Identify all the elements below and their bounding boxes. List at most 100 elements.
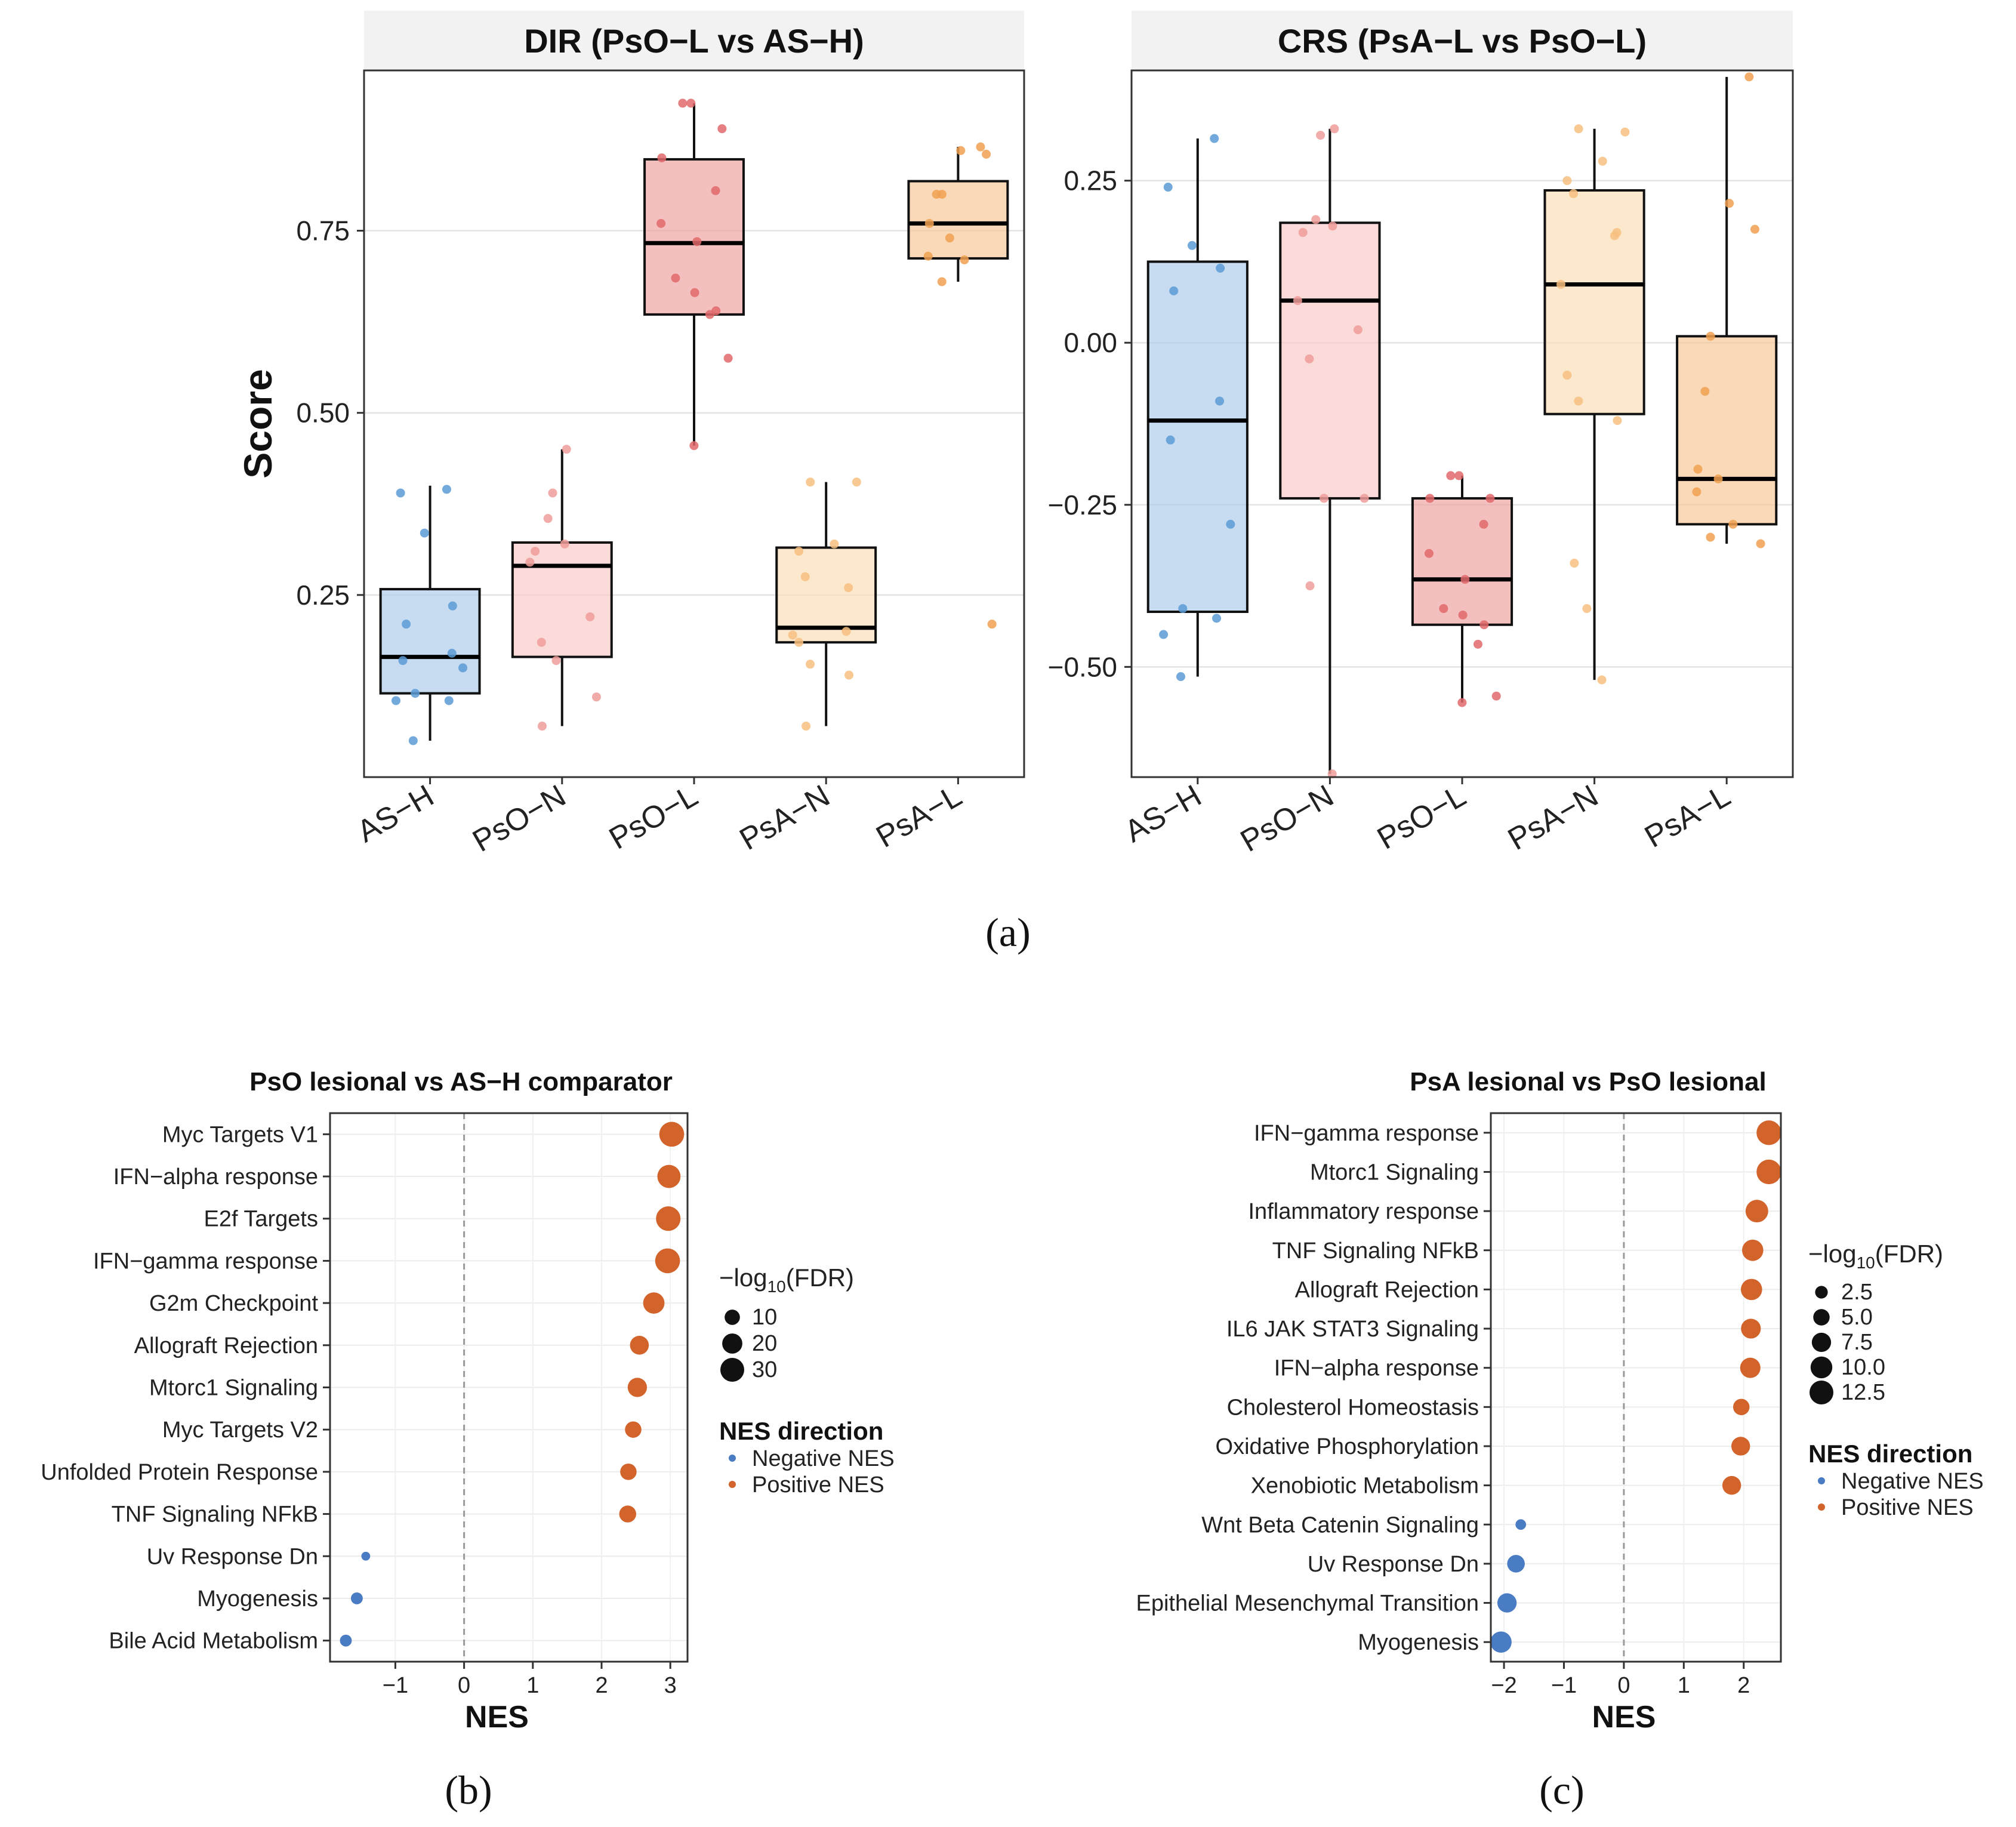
x-tick-label: 2 (1737, 1673, 1750, 1698)
data-point (1570, 559, 1579, 568)
data-point (1460, 575, 1470, 584)
x-tick-label: PsA−N (734, 778, 836, 857)
data-point (705, 310, 714, 319)
y-tick-label: Epithelial Mesenchymal Transition (1136, 1591, 1479, 1616)
data-point (1706, 532, 1715, 542)
x-tick-label: PsA−N (1502, 778, 1604, 857)
size-legend-label: 2.5 (1841, 1280, 1873, 1305)
data-point (1305, 354, 1314, 363)
data-point (361, 1551, 371, 1561)
x-tick-label: 3 (664, 1673, 677, 1698)
data-point (671, 273, 680, 283)
data-point (1178, 604, 1188, 614)
y-tick-label: Mtorc1 Signaling (1310, 1160, 1479, 1185)
y-tick-label: 0.25 (296, 580, 350, 611)
y-tick-label: 0.75 (296, 215, 350, 247)
panel-label-b: (b) (445, 1767, 492, 1813)
data-point (620, 1464, 637, 1480)
data-point (551, 656, 561, 666)
size-legend-label: 7.5 (1841, 1330, 1873, 1355)
y-tick-label: Allograft Rejection (134, 1333, 318, 1358)
data-point (976, 142, 985, 152)
color-legend-label: Positive NES (1841, 1495, 1974, 1520)
data-point (802, 722, 811, 731)
data-point (1159, 630, 1169, 639)
data-point (1176, 672, 1186, 682)
data-point (723, 353, 733, 363)
data-point (1485, 494, 1495, 503)
data-point (1187, 241, 1197, 250)
data-point (1700, 387, 1710, 396)
data-point (1490, 1631, 1512, 1653)
data-point (657, 153, 667, 162)
size-legend-key (1811, 1332, 1832, 1352)
data-point (937, 277, 947, 286)
y-tick-label: Myc Targets V1 (162, 1122, 318, 1147)
x-tick-label: AS−H (352, 778, 440, 849)
data-point (562, 445, 571, 454)
x-tick-label: −1 (1551, 1673, 1577, 1698)
box-0 (1146, 260, 1249, 614)
data-point (1725, 199, 1734, 208)
y-tick-label: IFN−alpha response (113, 1164, 318, 1190)
data-point (1756, 539, 1765, 549)
color-legend-key (1818, 1503, 1825, 1511)
size-legend-label: 12.5 (1841, 1380, 1885, 1405)
size-legend-key (720, 1358, 744, 1382)
data-point (1163, 183, 1173, 192)
data-point (543, 514, 553, 523)
data-point (1215, 396, 1225, 406)
size-legend-label: 30 (752, 1357, 777, 1382)
data-point (711, 186, 720, 195)
data-point (391, 696, 400, 705)
panel-label-a: (a) (985, 910, 1030, 955)
data-point (1298, 228, 1308, 238)
data-point (987, 620, 997, 629)
panel-title: DIR (PsO−L vs AS−H) (524, 22, 864, 60)
box-4 (907, 180, 1009, 260)
data-point (659, 1122, 685, 1147)
x-axis-label: NES (1592, 1700, 1656, 1734)
y-tick-label: E2f Targets (204, 1207, 318, 1232)
data-point (655, 1248, 680, 1274)
y-tick-label: Xenobiotic Metabolism (1251, 1474, 1479, 1499)
data-point (692, 237, 702, 247)
data-point (982, 149, 991, 159)
data-point (794, 637, 804, 647)
strip-background (1132, 11, 1793, 70)
data-point (1169, 286, 1179, 295)
data-point (1507, 1555, 1525, 1573)
x-tick-label: PsO−L (603, 778, 704, 856)
data-point (923, 251, 933, 261)
x-tick-label: 1 (526, 1673, 539, 1698)
data-point (408, 736, 418, 745)
size-legend-key (1815, 1286, 1828, 1299)
size-legend-label: 5.0 (1841, 1305, 1873, 1330)
data-point (1562, 176, 1572, 186)
y-tick-label: 0.25 (1064, 165, 1117, 196)
y-tick-label: IL6 JAK STAT3 Signaling (1226, 1317, 1479, 1342)
data-point (619, 1505, 636, 1523)
plot-border (1490, 1112, 1782, 1663)
x-tick-label: 2 (595, 1673, 608, 1698)
data-point (411, 689, 420, 698)
data-point (1750, 224, 1759, 234)
data-point (924, 218, 934, 228)
color-legend-label: Negative NES (1841, 1469, 1984, 1494)
data-point (1497, 1593, 1517, 1613)
data-point (844, 670, 854, 680)
size-legend-label: 10 (752, 1305, 777, 1330)
data-point (1425, 494, 1435, 503)
data-point (1756, 1120, 1781, 1145)
x-tick-label: PsO−N (467, 778, 571, 859)
data-point (1166, 435, 1175, 445)
y-tick-label: −0.50 (1048, 651, 1117, 682)
data-point (794, 547, 804, 556)
y-tick-label: 0.00 (1064, 327, 1117, 358)
x-tick-label: 0 (1617, 1673, 1630, 1698)
box-plot-crs: CRS (PsA−L vs PsO−L) −0.50 −0.25 0.00 0.25 AS… (1048, 11, 1794, 859)
data-point (1353, 325, 1363, 334)
data-point (1744, 72, 1754, 82)
panel-title: PsO lesional vs AS−H comparator (249, 1067, 673, 1096)
